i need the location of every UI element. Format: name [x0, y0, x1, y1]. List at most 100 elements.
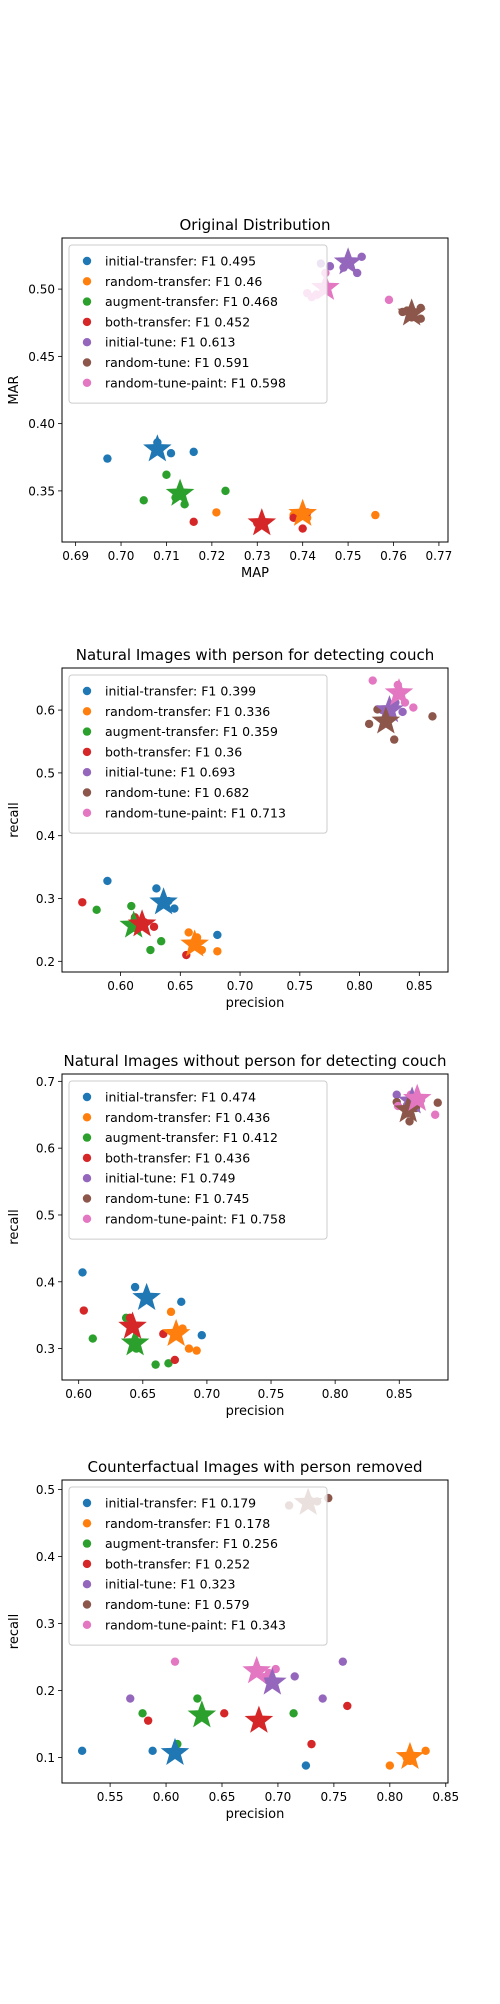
scatter-point — [221, 486, 230, 496]
legend-box — [68, 674, 328, 834]
x-tick-label: 0.80 — [346, 979, 373, 993]
chart-title: Natural Images without person for detect… — [63, 1052, 446, 1070]
x-tick-label: 0.75 — [335, 549, 362, 563]
scatter-point — [307, 1739, 316, 1749]
plot-frame — [61, 237, 449, 543]
plot-frame — [61, 1073, 449, 1381]
x-tick-label: 0.75 — [321, 1790, 348, 1804]
x-tick-label: 0.74 — [289, 549, 316, 563]
mean-star-marker — [165, 478, 195, 506]
chart-title: Original Distribution — [180, 216, 331, 234]
legend-marker — [82, 1174, 92, 1183]
mean-star-marker — [384, 678, 414, 706]
scatter-point — [152, 884, 161, 893]
x-tick-label: 0.85 — [432, 1790, 459, 1804]
legend-marker — [82, 707, 92, 716]
scatter-point — [398, 707, 407, 717]
x-tick-label: 0.65 — [167, 979, 194, 993]
scatter-point — [149, 922, 159, 931]
x-tick-label: 0.75 — [258, 1387, 285, 1401]
legend-entry-label: random-transfer: F1 0.46 — [105, 274, 262, 289]
y-tick-label: 0.6 — [36, 1142, 55, 1156]
scatter-point — [428, 712, 437, 721]
x-tick-label: 0.70 — [108, 549, 135, 563]
scatter-point — [343, 1701, 352, 1711]
legend-entry-label: augment-transfer: F1 0.412 — [105, 1130, 278, 1145]
x-axis-label: precision — [226, 1404, 285, 1419]
y-axis-label: recall — [7, 1209, 22, 1244]
legend-marker — [82, 727, 92, 736]
legend-entry-label: random-tune-paint: F1 0.343 — [105, 1617, 286, 1632]
legend-entry-label: augment-transfer: F1 0.256 — [105, 1536, 278, 1551]
scatter-point — [156, 937, 166, 946]
mean-star-marker — [402, 1083, 432, 1111]
chart-panel-3: Natural Images without person for detect… — [7, 1052, 449, 1419]
scatter-point — [289, 1709, 298, 1718]
x-tick-label: 0.76 — [380, 549, 407, 563]
mean-star-marker — [187, 1700, 217, 1728]
scatter-point — [325, 262, 335, 271]
y-tick-label: 0.5 — [36, 1483, 55, 1497]
x-tick-label: 0.80 — [322, 1387, 349, 1401]
legend-entry-label: random-tune-paint: F1 0.598 — [105, 375, 286, 390]
y-tick-label: 0.6 — [36, 704, 55, 718]
legend-entry-label: augment-transfer: F1 0.359 — [105, 724, 278, 739]
plot-frame — [61, 667, 449, 973]
x-tick-label: 0.65 — [209, 1790, 236, 1804]
x-tick-label: 0.75 — [286, 979, 313, 993]
legend-entry-label: random-tune-paint: F1 0.758 — [105, 1211, 286, 1226]
y-tick-label: 0.2 — [36, 955, 55, 969]
legend-marker — [82, 768, 92, 777]
scatter-point — [184, 1344, 194, 1353]
legend-marker — [82, 686, 92, 696]
x-tick-label: 0.77 — [426, 549, 453, 563]
scatter-point — [301, 1761, 311, 1770]
x-axis-label: MAP — [241, 566, 269, 581]
y-tick-label: 0.3 — [36, 1617, 55, 1631]
mean-star-marker — [393, 1095, 423, 1123]
y-tick-label: 0.7 — [36, 1075, 55, 1089]
legend-marker — [82, 1559, 92, 1569]
mean-star-marker — [118, 1311, 147, 1339]
scatter-point — [166, 1307, 176, 1317]
y-tick-label: 0.2 — [36, 1684, 55, 1698]
scatter-point — [177, 1297, 186, 1307]
scatter-point — [368, 676, 377, 685]
mean-star-marker — [180, 929, 209, 957]
legend-marker — [82, 808, 92, 817]
legend-box — [68, 1486, 328, 1646]
legend-entry-label: both-transfer: F1 0.452 — [105, 314, 250, 329]
legend-marker — [82, 1092, 92, 1102]
scatter-point — [88, 1334, 97, 1343]
scatter-point — [409, 703, 418, 712]
legend-entry-label: random-tune-paint: F1 0.713 — [105, 805, 286, 820]
scatter-point — [103, 876, 112, 886]
legend-marker — [82, 1194, 92, 1203]
mean-star-marker — [160, 1737, 190, 1765]
scatter-point — [139, 496, 148, 505]
legend-entry-label: augment-transfer: F1 0.468 — [105, 294, 278, 309]
legend-entry-label: random-tune: F1 0.682 — [105, 785, 250, 800]
legend-entry-label: initial-transfer: F1 0.495 — [105, 254, 256, 269]
x-tick-label: 0.60 — [107, 979, 134, 993]
scatter-point — [338, 1657, 348, 1666]
y-tick-label: 0.4 — [36, 1275, 55, 1289]
mean-star-marker — [132, 1282, 161, 1310]
scatter-point — [77, 1746, 87, 1756]
mean-star-marker — [127, 909, 157, 937]
mean-star-marker — [244, 1705, 274, 1733]
y-tick-label: 0.40 — [28, 417, 55, 431]
scatter-point — [103, 454, 112, 463]
scatter-point — [433, 1098, 442, 1107]
scatter-point — [384, 295, 394, 305]
scatter-point — [92, 905, 101, 915]
scatter-point — [318, 1694, 327, 1703]
scatter-point — [170, 1657, 180, 1666]
scatter-point — [170, 904, 179, 913]
legend-entry-label: both-transfer: F1 0.252 — [105, 1556, 250, 1571]
scatter-point — [220, 1709, 229, 1718]
scatter-point — [189, 517, 198, 527]
scatter-point — [197, 1331, 206, 1340]
